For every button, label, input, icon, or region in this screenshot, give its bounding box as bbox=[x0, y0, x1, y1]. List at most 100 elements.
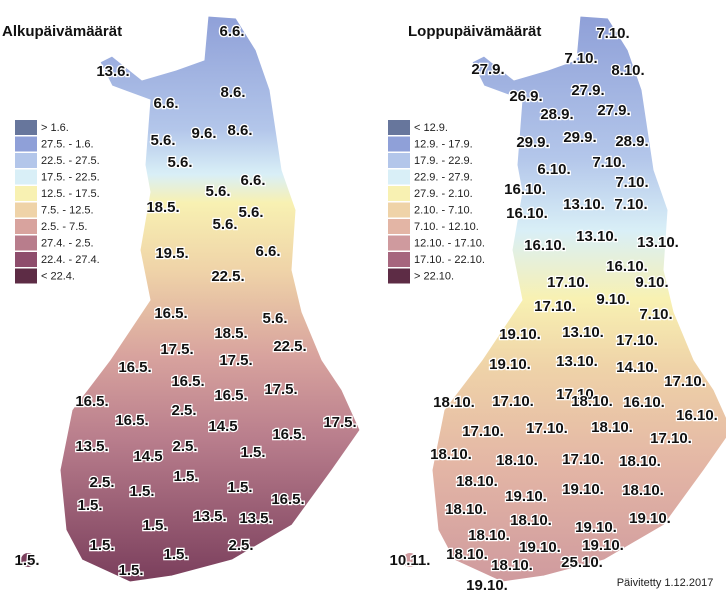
date-label: 19.5. bbox=[155, 245, 188, 262]
date-label: 7.10. bbox=[614, 196, 647, 213]
legend-swatch bbox=[388, 219, 410, 234]
date-label: 18.5. bbox=[146, 199, 179, 216]
date-label: 6.10. bbox=[537, 161, 570, 178]
date-label: 17.10. bbox=[664, 373, 706, 390]
legend-label: 22.4. - 27.4. bbox=[41, 254, 100, 266]
date-label: 19.10. bbox=[575, 519, 617, 536]
legend-swatch bbox=[15, 219, 37, 234]
legend-label: 17.10. - 22.10. bbox=[414, 254, 485, 266]
date-label: 16.5. bbox=[118, 359, 151, 376]
date-label: 16.10. bbox=[504, 181, 546, 198]
date-label: 18.10. bbox=[445, 501, 487, 518]
date-label: 2.5. bbox=[172, 438, 197, 455]
legend-swatch bbox=[15, 153, 37, 168]
date-label: 18.10. bbox=[619, 453, 661, 470]
date-label: 18.10. bbox=[433, 394, 475, 411]
date-label: 27.9. bbox=[571, 82, 604, 99]
date-label: 19.10. bbox=[519, 539, 561, 556]
date-label: 28.9. bbox=[540, 106, 573, 123]
date-label: 22.5. bbox=[211, 268, 244, 285]
date-label: 1.5. bbox=[163, 546, 188, 563]
date-label: 5.6. bbox=[262, 310, 287, 327]
date-label: 17.10. bbox=[462, 423, 504, 440]
legend-swatch bbox=[388, 202, 410, 218]
date-label: 1.5. bbox=[129, 483, 154, 500]
date-label: 1.5. bbox=[240, 444, 265, 461]
legend-swatch bbox=[388, 153, 410, 168]
legend-swatch bbox=[388, 120, 410, 135]
date-label: 17.5. bbox=[219, 352, 252, 369]
date-label: 16.10. bbox=[506, 205, 548, 222]
date-label: 19.10. bbox=[562, 481, 604, 498]
finland-map bbox=[431, 15, 726, 583]
legend-label: > 1.6. bbox=[41, 122, 69, 134]
date-label: 16.5. bbox=[154, 305, 187, 322]
legend-swatch bbox=[15, 202, 37, 218]
legend-swatch bbox=[388, 169, 410, 185]
date-label: 17.10. bbox=[616, 332, 658, 349]
date-label: 8.6. bbox=[220, 84, 245, 101]
date-label: 5.6. bbox=[150, 132, 175, 149]
date-label: 18.10. bbox=[510, 512, 552, 529]
date-label: 16.5. bbox=[271, 491, 304, 508]
date-label: 17.10. bbox=[534, 298, 576, 315]
date-label: 19.10. bbox=[466, 577, 508, 594]
date-label: 13.5. bbox=[193, 508, 226, 525]
date-label: 16.10. bbox=[524, 237, 566, 254]
legend-label: 17.5. - 22.5. bbox=[41, 171, 100, 183]
legend-label: 27.9. - 2.10. bbox=[414, 188, 473, 200]
finland-map bbox=[59, 15, 361, 583]
date-label: 5.6. bbox=[205, 183, 230, 200]
map-title: Loppupäivämäärät bbox=[408, 23, 541, 40]
date-label: 7.10. bbox=[564, 50, 597, 67]
date-label: 9.6. bbox=[191, 125, 216, 142]
date-label: 16.10. bbox=[606, 258, 648, 275]
date-label: 13.5. bbox=[75, 438, 108, 455]
date-label: 19.10. bbox=[499, 326, 541, 343]
date-label: 7.10. bbox=[639, 306, 672, 323]
date-label: 5.6. bbox=[212, 216, 237, 233]
date-label: 1.5. bbox=[227, 479, 252, 496]
legend-label: 27.4. - 2.5. bbox=[41, 237, 94, 249]
legend-swatch bbox=[15, 169, 37, 185]
date-label: 17.10. bbox=[562, 451, 604, 468]
date-label: 2.5. bbox=[228, 537, 253, 554]
date-label: 16.5. bbox=[272, 426, 305, 443]
date-label: 17.10. bbox=[650, 430, 692, 447]
legend-swatch bbox=[15, 235, 37, 251]
date-label: 18.10. bbox=[430, 446, 472, 463]
date-label: 6.6. bbox=[240, 172, 265, 189]
date-label: 9.10. bbox=[596, 291, 629, 308]
date-label: 16.5. bbox=[214, 387, 247, 404]
date-label: 2.5. bbox=[89, 474, 114, 491]
legend-swatch bbox=[388, 235, 410, 251]
date-label: 6.6. bbox=[255, 243, 280, 260]
date-label: 10.11. bbox=[390, 552, 431, 569]
date-label: 27.9. bbox=[597, 102, 630, 119]
date-label: 16.10. bbox=[623, 394, 665, 411]
date-label: 22.5. bbox=[273, 338, 306, 355]
map-title: Alkupäivämäärät bbox=[2, 23, 122, 40]
date-label: 13.5. bbox=[239, 510, 272, 527]
legend-swatch bbox=[15, 186, 37, 201]
legend-label: 7.5. - 12.5. bbox=[41, 204, 94, 216]
legend-label: 7.10. - 12.10. bbox=[414, 221, 479, 233]
date-label: 17.5. bbox=[323, 414, 356, 431]
legend-label: 27.5. - 1.6. bbox=[41, 138, 94, 150]
date-label: 13.10. bbox=[637, 234, 679, 251]
date-label: 1.5. bbox=[118, 562, 143, 579]
legend-swatch bbox=[15, 268, 37, 284]
date-label: 6.6. bbox=[219, 23, 244, 40]
date-label: 5.6. bbox=[167, 154, 192, 171]
legend-label: 22.5. - 27.5. bbox=[41, 155, 100, 167]
legend-label: 2.10. - 7.10. bbox=[414, 204, 473, 216]
date-label: 18.10. bbox=[456, 473, 498, 490]
date-label: 18.10. bbox=[496, 452, 538, 469]
date-label: 27.9. bbox=[471, 61, 504, 78]
legend-label: 17.9. - 22.9. bbox=[414, 155, 473, 167]
date-label: 14.5 bbox=[133, 448, 162, 465]
legend-label: 12.9. - 17.9. bbox=[414, 138, 473, 150]
legend-swatch bbox=[15, 120, 37, 135]
date-label: 17.10. bbox=[492, 393, 534, 410]
